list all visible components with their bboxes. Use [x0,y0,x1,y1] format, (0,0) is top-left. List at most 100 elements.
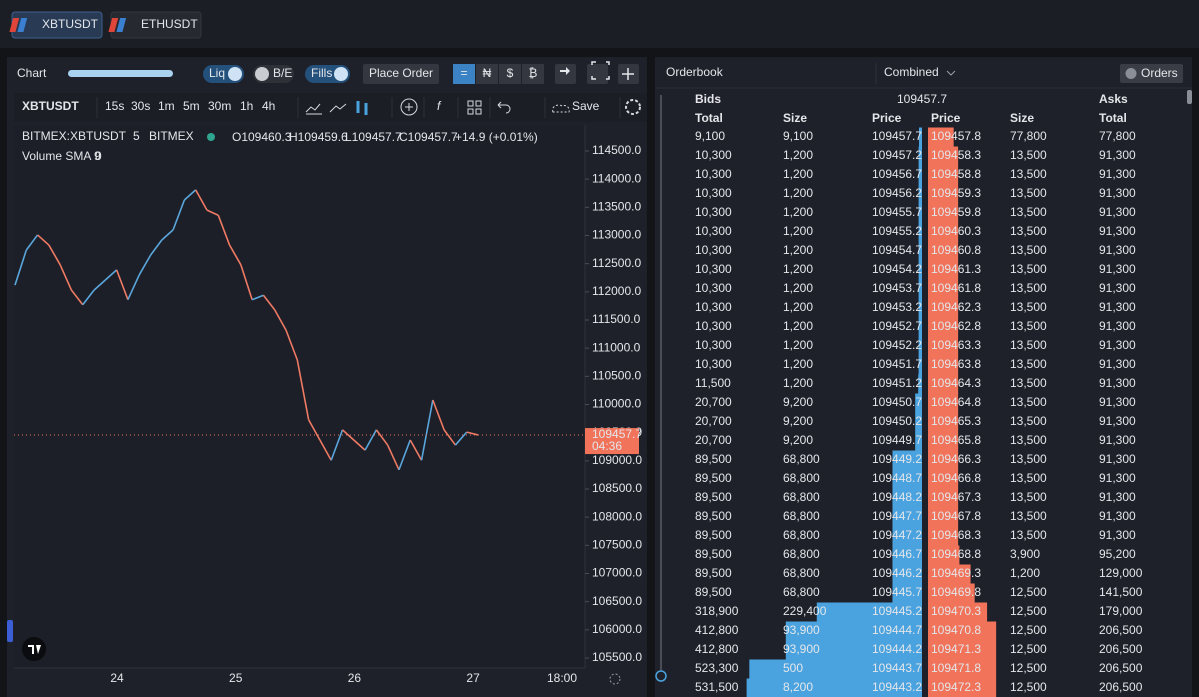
cell: 206,500 [1099,661,1143,675]
ask-depth-bar [928,621,997,641]
time-label: 18:00 [547,671,577,685]
currency-button[interactable] [476,64,498,84]
currency-button[interactable] [499,64,521,84]
cell: 13,500 [1010,471,1047,485]
cell: 68,800 [783,566,820,580]
cell: 1,200 [783,319,813,333]
price-segment [251,294,264,301]
ask-depth-bar [928,412,959,432]
column-header: Price [872,111,902,125]
ask-depth-bar [928,640,997,660]
icon-button[interactable] [587,64,608,84]
interval[interactable]: 5m [183,99,200,113]
cell: 91,300 [1099,243,1136,257]
time-label: 24 [110,671,124,685]
price-tag [585,428,639,455]
scrollbar[interactable] [1187,90,1192,104]
cell: 68,800 [783,547,820,561]
time-label: 27 [466,671,480,685]
button[interactable] [363,64,439,84]
cell: 109459.3 [931,186,981,200]
ask-depth-bar [928,450,959,470]
cell: 109469.8 [931,585,981,599]
currency-button[interactable] [453,64,475,84]
icon [329,103,347,113]
toggle-label: Liq [209,66,225,80]
cell: 68,800 [783,528,820,542]
interval[interactable]: 1m [158,99,175,113]
cell: 77,800 [1099,129,1136,143]
currency-label: $ [507,66,514,80]
column-header: Size [783,111,807,125]
price-segment [115,269,129,301]
price-segment [274,309,287,331]
ask-depth-bar [928,184,959,204]
cell: 91,300 [1099,433,1136,447]
button[interactable] [1120,64,1183,83]
cell: 179,000 [1099,604,1143,618]
price-segment [443,429,457,446]
cell: 93,900 [783,623,820,637]
cell: 12,500 [1010,680,1047,694]
ask-depth-bar [928,203,959,223]
interval[interactable]: 4h [262,99,275,113]
cell: 13,500 [1010,528,1047,542]
cell: 412,800 [695,642,739,656]
cell: 109443.2 [872,680,922,694]
symbol: XBTUSDT [22,99,79,113]
slider[interactable] [68,70,173,77]
price-segment [454,431,468,446]
cell: 91,300 [1099,528,1136,542]
ask-depth-bar [928,526,959,546]
column-header: Total [1099,111,1127,125]
cell: 91,300 [1099,319,1136,333]
column-header: Size [1010,111,1034,125]
price-segment [217,214,231,246]
cell: 3,900 [1010,547,1040,561]
cell: 20,700 [695,414,732,428]
dropdown[interactable]: Combined [884,65,939,79]
currency-button[interactable] [522,64,544,84]
cell: 109462.3 [931,300,981,314]
cell: 91,300 [1099,414,1136,428]
icon-button[interactable] [555,64,576,84]
cell: 13,500 [1010,186,1047,200]
interval[interactable]: 30m [208,99,231,113]
ask-depth-bar [928,469,959,489]
ask-depth-bar [928,583,975,603]
cell: 13,500 [1010,357,1047,371]
cell: 13,500 [1010,148,1047,162]
cell: 109469.3 [931,566,981,580]
scroll-handle[interactable] [655,670,667,682]
ask-depth-bar [928,336,959,356]
price-segment [262,294,276,311]
interval[interactable]: 1h [240,99,253,113]
price-tick-label: 111000.0 [592,340,641,354]
bid-depth-bar [918,165,922,185]
price-segment [59,264,73,291]
save[interactable]: Save [572,99,600,113]
bid-depth-bar [915,393,922,413]
cell: 109463.3 [931,338,981,352]
cell: 500 [783,661,803,675]
bid-depth-bar [892,488,922,508]
ask-depth-bar [928,659,997,679]
cell: 109458.3 [931,148,981,162]
cell: 13,500 [1010,224,1047,238]
price-tick-label: 113500.0 [592,200,641,214]
ask-depth-bar [928,374,959,394]
cell: 89,500 [695,585,732,599]
cell: 1,200 [783,376,813,390]
volume-label: Volume SMA 9 [22,149,101,163]
icon [356,101,368,115]
price-tick-label: 114500.0 [592,143,641,157]
interval[interactable]: 30s [131,99,150,113]
price-segment [82,289,95,306]
bid-depth-bar [892,526,922,546]
cell: 1,200 [783,300,813,314]
interval[interactable]: 15s [105,99,124,113]
cell: 13,500 [1010,319,1047,333]
side-handle[interactable] [7,620,13,642]
cell: 10,300 [695,319,732,333]
